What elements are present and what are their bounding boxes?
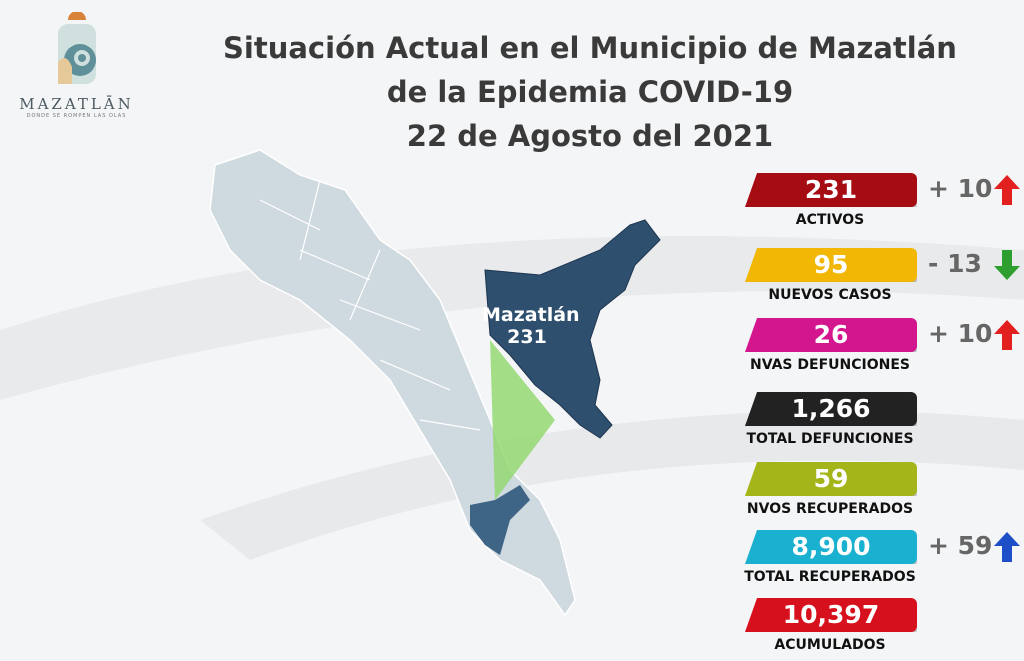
arrow-down-icon: [994, 250, 1020, 280]
zoom-beam: [490, 340, 555, 500]
page-title: Situación Actual en el Municipio de Maza…: [180, 26, 1000, 158]
title-line-3: 22 de Agosto del 2021: [406, 119, 774, 153]
title-line-2: de la Epidemia COVID-19: [386, 75, 794, 109]
stat-value-card: 1,266: [745, 392, 917, 426]
logo-emblem: [57, 11, 96, 84]
stat-value-card: 26: [745, 318, 917, 352]
arrow-up-icon: [994, 175, 1020, 205]
map-municipality-name: Mazatlán: [482, 304, 580, 326]
stat-delta: - 13: [928, 249, 982, 278]
arrow-up-icon: [994, 320, 1020, 350]
stat-delta: + 59: [928, 531, 993, 560]
map-municipality-value: 231: [507, 326, 547, 348]
mazatlan-municipality-small: [470, 485, 530, 555]
title-line-1: Situación Actual en el Municipio de Maza…: [223, 31, 957, 65]
stat-label: TOTAL RECUPERADOS: [744, 569, 916, 585]
stat-label: ACTIVOS: [795, 212, 865, 228]
mazatlan-logo: MAZATLĀN DONDE SE ROMPEN LAS OLAS: [14, 11, 139, 119]
arrow-up-icon: [994, 532, 1020, 562]
stat-value-card: 8,900: [745, 530, 917, 564]
stat-value-card: 59: [745, 462, 917, 496]
stat-label: NUEVOS CASOS: [768, 287, 892, 303]
stat-label: ACUMULADOS: [774, 637, 886, 653]
logo-name: MAZATLĀN: [19, 95, 134, 113]
state-outline: [209, 149, 576, 617]
stat-delta: + 10: [928, 174, 993, 203]
map-label: Mazatlán 231: [482, 304, 580, 348]
stat-label: NVOS RECUPERADOS: [746, 501, 914, 517]
logo-tagline: DONDE SE ROMPEN LAS OLAS: [26, 113, 127, 119]
stat-value-card: 231: [745, 173, 917, 207]
stat-label: TOTAL DEFUNCIONES: [746, 431, 914, 447]
stat-delta: + 10: [928, 319, 993, 348]
stat-value-card: 10,397: [745, 598, 917, 632]
stat-value-card: 95: [745, 248, 917, 282]
stat-label: NVAS DEFUNCIONES: [750, 357, 910, 373]
mazatlan-municipality-large: [484, 219, 661, 439]
